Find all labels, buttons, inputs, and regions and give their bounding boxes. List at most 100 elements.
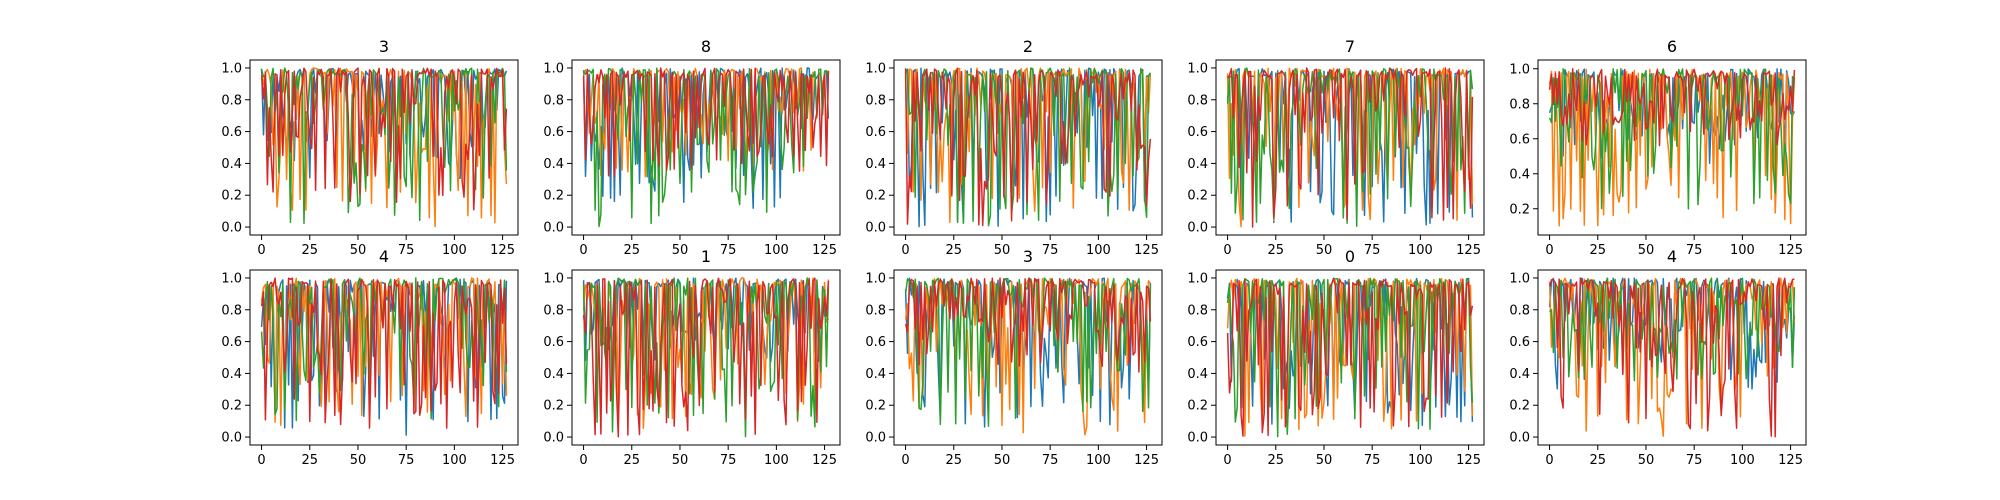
x-tick-label: 125 [1778, 453, 1803, 468]
x-tick-label: 125 [812, 243, 837, 258]
x-tick-label: 50 [350, 243, 367, 258]
axes-frame [249, 269, 519, 446]
y-tick-label: 0.8 [543, 303, 564, 318]
y-tick-label: 0.2 [1187, 189, 1208, 204]
y-tick-label: 0.2 [221, 399, 242, 414]
x-tick-label: 125 [1456, 453, 1481, 468]
y-tick-label: 0.6 [221, 335, 242, 350]
x-tick-label: 125 [1134, 243, 1159, 258]
x-tick-label: 25 [301, 243, 318, 258]
x-tick-label: 25 [1589, 453, 1606, 468]
subplot-panel-9: 0 25 50 75 100 125 0.0 0.2 0.4 0.6 0.8 1.0 0 [1187, 247, 1485, 468]
x-tick-label: 25 [1589, 243, 1606, 258]
y-tick-label: 0.8 [1187, 303, 1208, 318]
x-tick-label: 125 [812, 453, 837, 468]
panel-title: 3 [379, 37, 389, 56]
y-tick-label: 0.8 [865, 93, 886, 108]
y-tick-label: 0.2 [543, 399, 564, 414]
x-tick-label: 100 [442, 243, 467, 258]
x-tick-label: 75 [398, 243, 415, 258]
series-line-3 [1549, 277, 1796, 382]
y-tick-label: 0.2 [1509, 202, 1530, 217]
y-tick-label: 0.4 [1509, 167, 1530, 182]
axes-frame [1537, 269, 1807, 446]
series-line-4 [260, 277, 508, 429]
x-tick-label: 75 [1364, 243, 1381, 258]
subplot-panel-1: 0 25 50 75 100 125 0.0 0.2 0.4 0.6 0.8 1.0 3 [221, 37, 519, 258]
x-tick-label: 25 [301, 453, 318, 468]
x-tick-label: 100 [442, 453, 467, 468]
y-tick-label: 0.8 [221, 93, 242, 108]
axes-frame [571, 59, 841, 236]
x-tick-label: 100 [1730, 453, 1755, 468]
y-tick-label: 0.4 [543, 157, 564, 172]
x-tick-label: 75 [398, 453, 415, 468]
y-tick-label: 0.2 [1509, 399, 1530, 414]
x-tick-label: 75 [720, 243, 737, 258]
y-tick-label: 0.0 [1509, 431, 1530, 446]
x-tick-label: 25 [1267, 453, 1284, 468]
y-tick-label: 0.6 [865, 335, 886, 350]
series-line-3 [1548, 68, 1795, 210]
series-group [260, 67, 508, 228]
y-tick-label: 0.0 [543, 221, 564, 236]
x-tick-label: 50 [1316, 243, 1333, 258]
x-tick-label: 75 [1686, 243, 1703, 258]
x-tick-label: 125 [1134, 453, 1159, 468]
y-tick-label: 0.0 [1187, 221, 1208, 236]
axes-frame [1215, 269, 1485, 446]
subplot-panel-4: 0 25 50 75 100 125 0.0 0.2 0.4 0.6 0.8 1.0 7 [1187, 37, 1485, 258]
y-tick-label: 0.0 [865, 431, 886, 446]
axes-frame [249, 59, 519, 236]
subplot-panel-7: 0 25 50 75 100 125 0.0 0.2 0.4 0.6 0.8 1.0 1 [543, 247, 841, 468]
series-line-4 [1226, 67, 1474, 228]
x-tick-label: 125 [490, 453, 515, 468]
y-tick-label: 0.8 [1509, 303, 1530, 318]
series-line-4 [904, 277, 1152, 373]
y-tick-label: 0.6 [865, 125, 886, 140]
y-tick-label: 0.4 [1509, 367, 1530, 382]
x-tick-label: 50 [1638, 243, 1655, 258]
series-line-4 [1548, 68, 1796, 147]
y-tick-label: 1.0 [543, 61, 564, 76]
panel-title: 8 [701, 37, 711, 56]
y-tick-label: 0.6 [221, 125, 242, 140]
x-tick-label: 100 [1086, 243, 1111, 258]
panel-title: 3 [1023, 247, 1033, 266]
series-group [1548, 277, 1796, 438]
y-tick-label: 0.6 [1509, 132, 1530, 147]
x-tick-label: 25 [623, 243, 640, 258]
y-tick-label: 1.0 [543, 271, 564, 286]
panel-title: 0 [1345, 247, 1355, 266]
y-tick-label: 0.8 [221, 303, 242, 318]
series-group [904, 277, 1152, 436]
y-tick-label: 0.0 [1187, 431, 1208, 446]
x-tick-label: 50 [994, 453, 1011, 468]
x-tick-label: 50 [672, 243, 689, 258]
x-tick-label: 50 [672, 453, 689, 468]
axes-frame [571, 269, 841, 446]
y-tick-label: 0.6 [1187, 125, 1208, 140]
x-tick-label: 25 [945, 453, 962, 468]
y-tick-label: 1.0 [1187, 271, 1208, 286]
y-tick-label: 1.0 [865, 61, 886, 76]
series-line-2 [260, 67, 508, 228]
axes-frame [893, 59, 1163, 236]
panel-title: 1 [701, 247, 711, 266]
y-tick-label: 1.0 [865, 271, 886, 286]
series-line-4 [904, 67, 1152, 227]
y-tick-label: 0.6 [1187, 335, 1208, 350]
series-line-1 [1548, 277, 1796, 390]
x-tick-label: 125 [1778, 243, 1803, 258]
axes-frame [1215, 59, 1485, 236]
series-group [582, 67, 830, 228]
y-tick-label: 0.8 [1187, 93, 1208, 108]
panel-title: 2 [1023, 37, 1033, 56]
x-tick-label: 100 [764, 453, 789, 468]
axes-frame [1537, 59, 1807, 236]
x-tick-label: 0 [1223, 243, 1231, 258]
panel-title: 6 [1667, 37, 1677, 56]
x-tick-label: 125 [1456, 243, 1481, 258]
x-tick-label: 75 [1042, 243, 1059, 258]
y-tick-label: 0.2 [865, 189, 886, 204]
